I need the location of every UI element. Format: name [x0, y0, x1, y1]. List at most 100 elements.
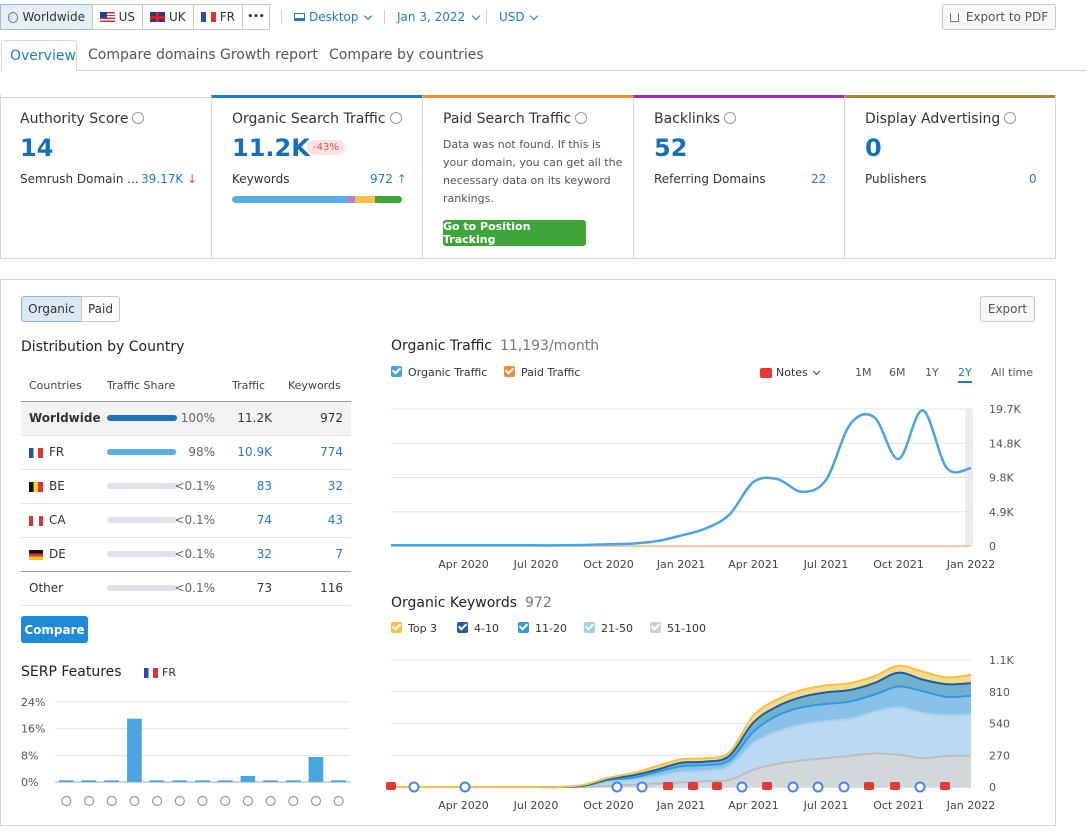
traffic-value[interactable]: 10.9K	[237, 445, 272, 459]
paid-toggle[interactable]: Paid	[81, 296, 120, 322]
play-circle-icon[interactable]	[288, 795, 299, 807]
compare-button[interactable]: Compare	[21, 616, 88, 643]
keywords-value[interactable]: 43	[327, 513, 343, 527]
tab-compare-domains[interactable]: Compare domains	[88, 47, 216, 63]
export-pdf-button[interactable]: Export to PDF	[942, 4, 1056, 30]
publishers-value[interactable]: 0	[1029, 172, 1037, 186]
serp-bar[interactable]	[285, 780, 301, 782]
keywords-value[interactable]: 972 ↑	[370, 172, 407, 186]
star-icon[interactable]	[174, 795, 185, 807]
keywords-value[interactable]: 774	[320, 445, 343, 459]
traffic-value[interactable]: 83	[256, 479, 272, 493]
display-advertising-value[interactable]: 0	[865, 134, 882, 162]
organic-traffic-line[interactable]	[390, 409, 972, 547]
referring-domains-value[interactable]: 22	[811, 172, 827, 186]
traffic-value[interactable]: 32	[256, 547, 272, 561]
table-row[interactable]: DE <0.1% 32 7	[21, 538, 351, 572]
country-us-button[interactable]: US	[92, 4, 143, 30]
range-2y[interactable]: 2Y	[958, 366, 972, 383]
note-marker-icon[interactable]	[688, 782, 698, 790]
table-row[interactable]: Other <0.1% 73 116	[21, 572, 351, 606]
google-update-icon[interactable]	[838, 781, 850, 793]
serp-bar[interactable]	[240, 776, 256, 782]
device-dropdown[interactable]: Desktop	[294, 10, 372, 24]
keywords-value[interactable]: 32	[327, 479, 343, 493]
organic-toggle[interactable]: Organic	[21, 296, 82, 322]
legend-21-50[interactable]: 21-50	[584, 622, 633, 635]
table-row[interactable]: BE <0.1% 83 32	[21, 470, 351, 504]
google-update-icon[interactable]	[636, 781, 648, 793]
serp-bar[interactable]	[59, 780, 74, 782]
serp-bar[interactable]	[149, 780, 165, 782]
map-pin-icon[interactable]	[83, 795, 95, 807]
note-marker-icon[interactable]	[663, 782, 673, 790]
link-icon[interactable]	[152, 795, 163, 807]
tab-compare-by-countries[interactable]: Compare by countries	[329, 47, 484, 63]
document-icon[interactable]	[106, 795, 117, 807]
info-icon[interactable]	[1004, 112, 1017, 124]
position-tracking-button[interactable]: Go to Position Tracking	[443, 220, 586, 246]
question-box-icon[interactable]	[310, 795, 322, 807]
legend-51-100[interactable]: 51-100	[650, 622, 706, 635]
more-countries-button[interactable]: •••	[242, 4, 270, 30]
line-top-3[interactable]	[390, 664, 972, 789]
country-uk-button[interactable]: UK	[142, 4, 194, 30]
tab-growth-report[interactable]: Growth report	[220, 47, 318, 63]
currency-dropdown[interactable]: USD	[499, 10, 538, 24]
authority-sub-value[interactable]: 39.17K ↓	[141, 172, 197, 186]
note-marker-icon[interactable]	[864, 782, 874, 790]
info-icon[interactable]	[389, 112, 402, 124]
google-update-icon[interactable]	[459, 781, 471, 793]
tab-overview[interactable]: Overview	[1, 40, 77, 71]
serp-bar[interactable]	[217, 780, 233, 782]
serp-bar[interactable]	[308, 757, 324, 782]
note-marker-icon[interactable]	[386, 782, 396, 790]
google-update-icon[interactable]	[914, 781, 926, 793]
worldwide-button[interactable]: Worldwide	[0, 4, 93, 30]
keywords-value[interactable]: 7	[335, 547, 343, 561]
table-row[interactable]: FR 98% 10.9K 774	[21, 436, 351, 470]
serp-bar[interactable]	[263, 780, 278, 782]
google-update-icon[interactable]	[736, 781, 748, 793]
area-51-100[interactable]	[391, 753, 971, 788]
table-row[interactable]: Worldwide 100% 11.2K 972	[21, 402, 351, 436]
backlinks-value[interactable]: 52	[654, 134, 688, 162]
serp-bar[interactable]	[195, 780, 210, 782]
legend-organic-traffic[interactable]: Organic Traffic	[391, 366, 487, 379]
traffic-value[interactable]: 74	[256, 513, 272, 527]
image-icon[interactable]	[129, 795, 140, 807]
note-marker-icon[interactable]	[890, 782, 900, 790]
serp-bar[interactable]	[81, 780, 97, 782]
export-button[interactable]: Export	[980, 296, 1035, 322]
info-icon[interactable]	[724, 112, 737, 124]
range-1m[interactable]: 1M	[855, 366, 872, 379]
serp-bar[interactable]	[127, 718, 142, 782]
play-icon[interactable]	[197, 795, 208, 807]
legend-4-10[interactable]: 4-10	[457, 622, 499, 635]
google-update-icon[interactable]	[787, 781, 799, 793]
picture-icon[interactable]	[265, 795, 276, 807]
legend-11-20[interactable]: 11-20	[518, 622, 567, 635]
country-fr-button[interactable]: FR	[193, 4, 243, 30]
note-marker-icon[interactable]	[940, 782, 950, 790]
organic-traffic-value[interactable]: 11.2K	[232, 134, 310, 162]
range-6m[interactable]: 6M	[889, 366, 906, 379]
notes-dropdown[interactable]: Notes	[760, 366, 820, 379]
serp-bar[interactable]	[331, 780, 346, 782]
google-update-icon[interactable]	[408, 781, 420, 793]
crown-icon[interactable]	[242, 795, 253, 807]
table-row[interactable]: CA <0.1% 74 43	[21, 504, 351, 538]
legend-paid-traffic[interactable]: Paid Traffic	[504, 366, 580, 379]
authority-score-value[interactable]: 14	[20, 134, 54, 162]
note-marker-icon[interactable]	[712, 782, 722, 790]
graduation-cap-icon[interactable]	[61, 795, 72, 807]
video-icon[interactable]	[220, 795, 231, 807]
question-circle-icon[interactable]	[333, 795, 344, 807]
info-icon[interactable]	[575, 112, 588, 124]
google-update-icon[interactable]	[812, 781, 824, 793]
range-1y[interactable]: 1Y	[925, 366, 939, 379]
google-update-icon[interactable]	[611, 781, 623, 793]
legend-top3[interactable]: Top 3	[391, 622, 437, 635]
info-icon[interactable]	[132, 112, 145, 124]
note-marker-icon[interactable]	[762, 782, 772, 790]
